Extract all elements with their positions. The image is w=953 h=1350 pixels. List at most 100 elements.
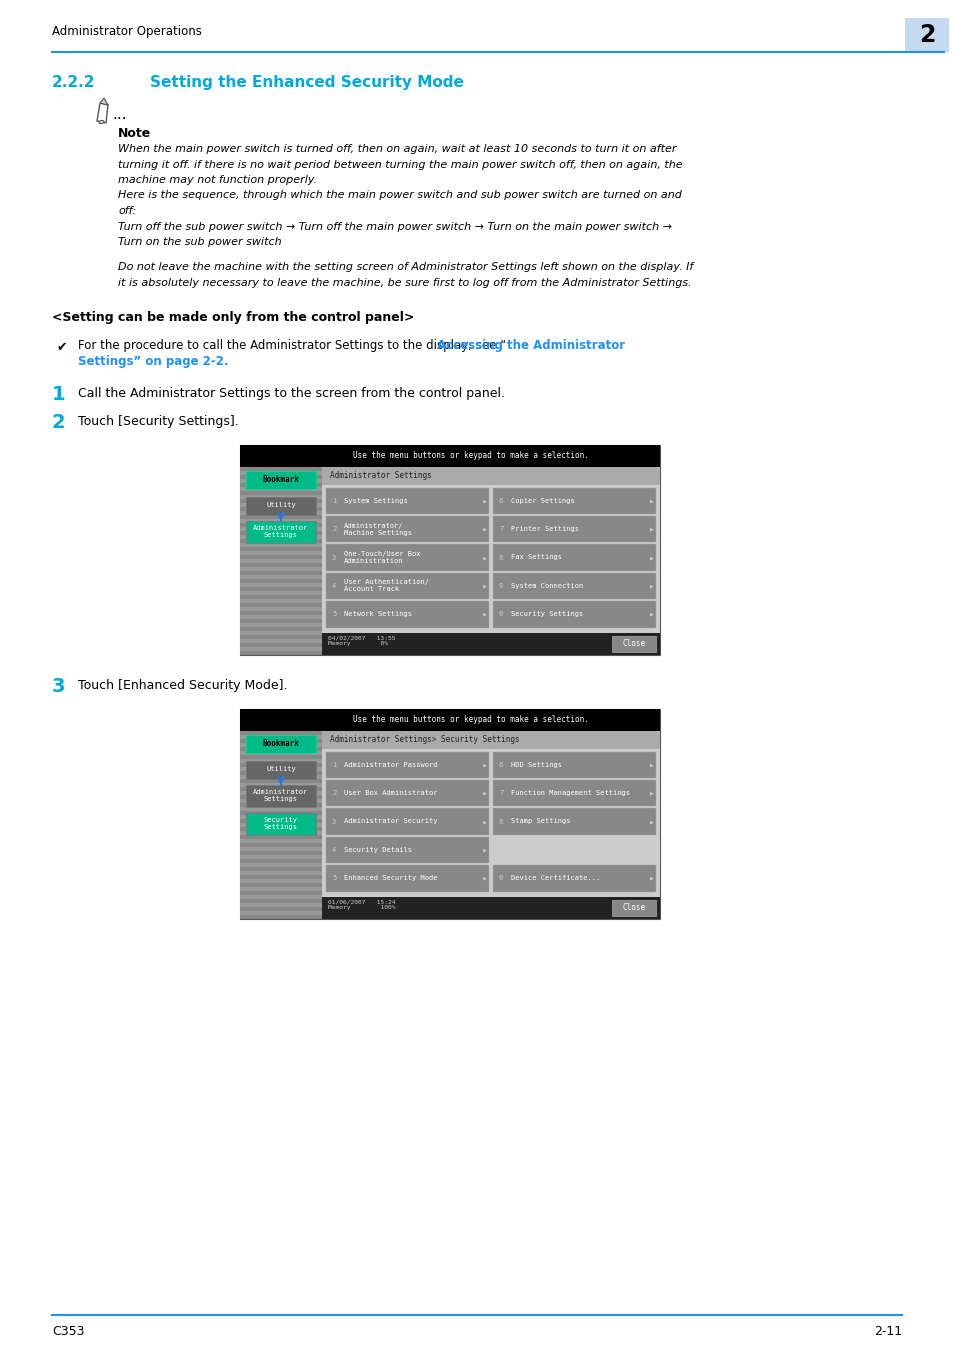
FancyBboxPatch shape: [240, 514, 322, 518]
FancyBboxPatch shape: [493, 487, 656, 514]
Text: ▶: ▶: [482, 583, 486, 589]
FancyBboxPatch shape: [240, 563, 322, 567]
FancyBboxPatch shape: [240, 871, 322, 875]
FancyBboxPatch shape: [240, 486, 322, 490]
Text: Bookmark: Bookmark: [262, 475, 299, 485]
FancyBboxPatch shape: [240, 783, 322, 787]
FancyBboxPatch shape: [240, 910, 322, 914]
FancyBboxPatch shape: [240, 730, 322, 918]
FancyBboxPatch shape: [240, 775, 322, 779]
Text: 0: 0: [498, 875, 503, 882]
Text: 8: 8: [498, 555, 503, 560]
Text: Use the menu buttons or keypad to make a selection.: Use the menu buttons or keypad to make a…: [353, 716, 588, 724]
Text: ▶: ▶: [482, 791, 486, 795]
FancyBboxPatch shape: [240, 594, 322, 598]
Text: 1: 1: [332, 761, 335, 768]
Text: 4: 4: [332, 846, 335, 853]
Text: ▶: ▶: [649, 498, 653, 504]
FancyBboxPatch shape: [240, 606, 322, 610]
FancyBboxPatch shape: [240, 630, 322, 634]
FancyBboxPatch shape: [240, 579, 322, 582]
FancyBboxPatch shape: [240, 614, 322, 618]
Text: One-Touch/User Box
Administration: One-Touch/User Box Administration: [344, 551, 420, 564]
Text: Turn off the sub power switch → Turn off the main power switch → Turn on the mai: Turn off the sub power switch → Turn off…: [118, 221, 671, 231]
Polygon shape: [100, 99, 108, 105]
FancyBboxPatch shape: [240, 842, 322, 846]
Text: Close: Close: [621, 639, 645, 648]
Text: ▶: ▶: [649, 583, 653, 589]
FancyBboxPatch shape: [240, 598, 322, 602]
FancyBboxPatch shape: [240, 506, 322, 510]
Text: 9: 9: [498, 583, 503, 589]
Text: Network Settings: Network Settings: [344, 612, 412, 617]
FancyBboxPatch shape: [240, 850, 322, 855]
Text: turning it off. if there is no wait period between turning the main power switch: turning it off. if there is no wait peri…: [118, 159, 682, 170]
FancyBboxPatch shape: [240, 502, 322, 506]
FancyBboxPatch shape: [493, 516, 656, 543]
Text: it is absolutely necessary to leave the machine, be sure first to log off from t: it is absolutely necessary to leave the …: [118, 278, 691, 288]
FancyBboxPatch shape: [322, 633, 659, 655]
FancyBboxPatch shape: [240, 759, 322, 763]
FancyBboxPatch shape: [246, 734, 315, 752]
Text: Function Management Settings: Function Management Settings: [511, 790, 629, 796]
FancyBboxPatch shape: [240, 867, 322, 871]
Text: Administrator Security: Administrator Security: [344, 818, 437, 825]
FancyBboxPatch shape: [240, 647, 322, 651]
FancyBboxPatch shape: [493, 780, 656, 806]
Text: Close: Close: [621, 903, 645, 913]
FancyBboxPatch shape: [326, 487, 489, 514]
FancyBboxPatch shape: [240, 846, 322, 850]
FancyBboxPatch shape: [326, 544, 489, 571]
Text: ▶: ▶: [649, 526, 653, 532]
Text: Copier Settings: Copier Settings: [511, 498, 574, 504]
Text: 7: 7: [498, 526, 503, 532]
Text: 3: 3: [332, 818, 335, 825]
FancyBboxPatch shape: [240, 526, 322, 531]
Text: 5: 5: [332, 875, 335, 882]
FancyBboxPatch shape: [240, 639, 322, 643]
Text: 2-11: 2-11: [873, 1324, 901, 1338]
FancyBboxPatch shape: [326, 780, 489, 806]
Text: 6: 6: [498, 498, 503, 504]
Text: Security Details: Security Details: [344, 846, 412, 853]
Text: Security
Settings: Security Settings: [264, 817, 297, 830]
FancyBboxPatch shape: [326, 809, 489, 834]
FancyBboxPatch shape: [240, 787, 322, 791]
Text: Touch [Security Settings].: Touch [Security Settings].: [78, 414, 238, 428]
Text: ▶: ▶: [482, 498, 486, 504]
FancyBboxPatch shape: [240, 498, 322, 502]
FancyBboxPatch shape: [240, 779, 322, 783]
Text: 7: 7: [498, 790, 503, 796]
Text: 1: 1: [332, 498, 335, 504]
FancyBboxPatch shape: [493, 601, 656, 628]
FancyBboxPatch shape: [240, 622, 322, 626]
FancyBboxPatch shape: [240, 444, 659, 655]
FancyBboxPatch shape: [240, 444, 659, 467]
FancyBboxPatch shape: [326, 601, 489, 628]
FancyBboxPatch shape: [240, 830, 322, 834]
Text: 01/06/2007   15:24
Memory        100%: 01/06/2007 15:24 Memory 100%: [328, 899, 395, 910]
FancyBboxPatch shape: [240, 518, 322, 522]
Text: ▶: ▶: [649, 791, 653, 795]
Text: ▶: ▶: [649, 876, 653, 880]
FancyBboxPatch shape: [322, 467, 659, 485]
FancyBboxPatch shape: [240, 734, 322, 738]
Text: ▶: ▶: [482, 763, 486, 767]
Text: ▶: ▶: [649, 763, 653, 767]
Text: Setting the Enhanced Security Mode: Setting the Enhanced Security Mode: [150, 76, 463, 90]
Text: 0: 0: [498, 612, 503, 617]
Text: ▶: ▶: [649, 819, 653, 823]
Text: Administrator Password: Administrator Password: [344, 761, 437, 768]
FancyBboxPatch shape: [240, 494, 322, 498]
Text: Bookmark: Bookmark: [262, 738, 299, 748]
Text: 2.2.2: 2.2.2: [52, 76, 95, 90]
Text: Note: Note: [118, 127, 152, 140]
Text: <Setting can be made only from the control panel>: <Setting can be made only from the contr…: [52, 312, 414, 324]
Text: Enhanced Security Mode: Enhanced Security Mode: [344, 875, 437, 882]
FancyBboxPatch shape: [240, 899, 322, 903]
Text: Fax Settings: Fax Settings: [511, 555, 561, 560]
FancyBboxPatch shape: [322, 485, 659, 633]
FancyBboxPatch shape: [240, 567, 322, 571]
Text: ▶: ▶: [482, 612, 486, 617]
Text: User Box Administrator: User Box Administrator: [344, 790, 437, 796]
